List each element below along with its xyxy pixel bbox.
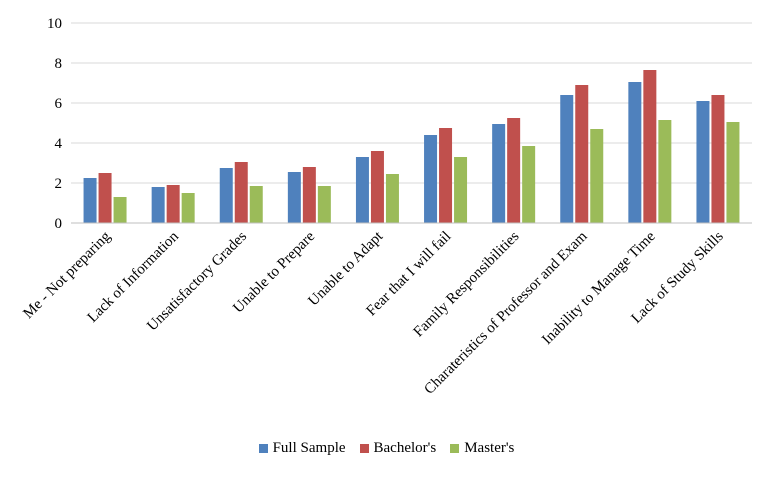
bar	[454, 157, 468, 223]
bar	[385, 174, 399, 223]
bar	[219, 168, 233, 223]
legend: Full Sample Bachelor's Master's	[0, 440, 773, 457]
bar	[151, 187, 165, 223]
y-tick-label: 4	[55, 136, 63, 152]
y-tick-label: 8	[55, 56, 63, 72]
bar	[522, 146, 536, 223]
legend-swatch	[258, 444, 268, 453]
bar	[507, 118, 521, 223]
bar	[113, 197, 127, 223]
legend-item: Full Sample	[258, 440, 346, 457]
y-tick-label: 2	[55, 176, 63, 192]
legend-swatch	[359, 444, 369, 453]
x-tick-label: Inability to Manage Time	[539, 228, 659, 348]
bar	[166, 185, 180, 223]
y-tick-label: 0	[55, 216, 63, 232]
bar	[98, 173, 112, 223]
bar	[726, 122, 740, 223]
bar	[696, 101, 710, 223]
bar	[317, 186, 331, 223]
bar	[302, 167, 316, 223]
bar	[439, 128, 453, 223]
y-axis-ticks: 0 2 4 6 8 10	[47, 16, 63, 232]
bar	[370, 151, 384, 223]
bar	[424, 135, 438, 223]
bar	[234, 162, 248, 223]
bar	[560, 95, 574, 223]
bar	[355, 157, 369, 223]
bar	[287, 172, 301, 223]
bar	[628, 82, 642, 223]
y-tick-label: 6	[55, 96, 63, 112]
bar	[711, 95, 725, 223]
bar	[590, 129, 604, 223]
bar	[643, 70, 657, 223]
legend-label: Master's	[464, 440, 515, 456]
bar	[492, 124, 506, 223]
bar	[181, 193, 195, 223]
y-tick-label: 10	[47, 16, 62, 32]
legend-swatch	[450, 444, 460, 453]
legend-item: Master's	[450, 440, 514, 457]
bar	[249, 186, 263, 223]
bar	[575, 85, 589, 223]
bars	[83, 70, 740, 223]
legend-item: Bachelor's	[359, 440, 437, 457]
legend-label: Bachelor's	[373, 440, 437, 456]
bar	[83, 178, 97, 223]
legend-label: Full Sample	[272, 440, 346, 456]
bar	[658, 120, 672, 223]
